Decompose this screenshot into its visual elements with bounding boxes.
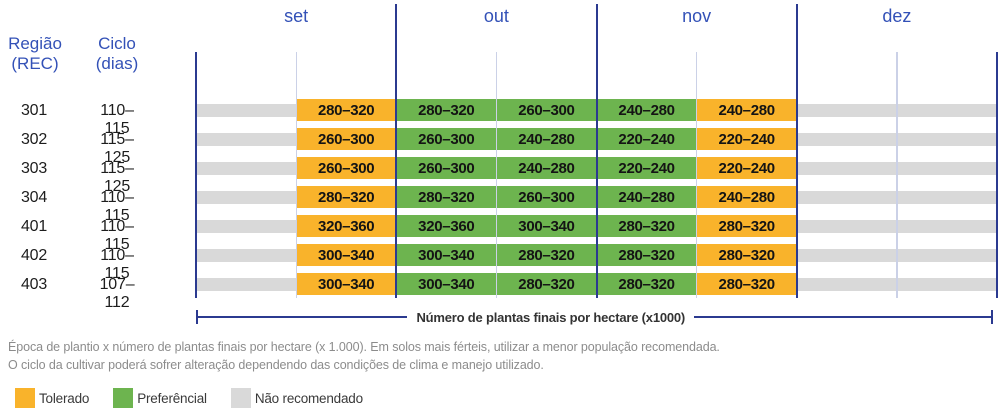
axis-label: Número de plantas finais por hectare (x1… bbox=[416, 309, 686, 325]
cell-303-out1-preferencial: 260–300 bbox=[396, 157, 497, 179]
rec-label-302: 302 bbox=[20, 131, 48, 148]
legend-swatch-tolerado bbox=[15, 388, 35, 408]
cell-301-out1-preferencial: 280–320 bbox=[396, 99, 497, 121]
rec-label-301: 301 bbox=[20, 102, 48, 119]
ciclo-label-302: 115–125 bbox=[100, 131, 134, 166]
cell-303-set2-tolerado: 260–300 bbox=[296, 157, 397, 179]
cell-402-set1-nao_recomendado bbox=[196, 248, 297, 262]
ciclo-label-402: 110–115 bbox=[100, 247, 134, 282]
footnote-line-2: O ciclo da cultivar poderá sofrer altera… bbox=[8, 358, 544, 372]
cell-403-nov1-preferencial: 280–320 bbox=[596, 273, 697, 295]
rec-label-403: 403 bbox=[20, 276, 48, 293]
ciclo-header-line1: Ciclo bbox=[98, 34, 136, 53]
grid-left-edge bbox=[195, 52, 197, 298]
cell-303-nov2-tolerado: 220–240 bbox=[696, 157, 797, 179]
cell-302-nov1-preferencial: 220–240 bbox=[596, 128, 697, 150]
legend-label-preferencial: Preferêncial bbox=[137, 390, 207, 406]
cell-304-nov2-tolerado: 240–280 bbox=[696, 186, 797, 208]
cell-402-out1-preferencial: 300–340 bbox=[396, 244, 497, 266]
cell-304-set2-tolerado: 280–320 bbox=[296, 186, 397, 208]
cell-302-set1-nao_recomendado bbox=[196, 132, 297, 146]
grid-month-boundary-out-nov bbox=[595, 4, 598, 298]
cell-401-out1-preferencial: 320–360 bbox=[396, 215, 497, 237]
cell-301-nov2-tolerado: 240–280 bbox=[696, 99, 797, 121]
cell-301-nov1-preferencial: 240–280 bbox=[596, 99, 697, 121]
cell-403-set2-tolerado: 300–340 bbox=[296, 273, 397, 295]
rec-label-402: 402 bbox=[20, 247, 48, 264]
grid-right-edge bbox=[996, 52, 998, 298]
legend-item-nao_recomendado: Não recomendado bbox=[230, 388, 363, 408]
cell-402-nov1-preferencial: 280–320 bbox=[596, 244, 697, 266]
cell-303-nov1-preferencial: 220–240 bbox=[596, 157, 697, 179]
grid-midmonth-line-5 bbox=[696, 52, 698, 298]
ciclo-label-401: 110–115 bbox=[100, 218, 134, 253]
regiao-header: Região (REC) bbox=[6, 34, 64, 74]
axis-left-tick bbox=[196, 310, 198, 324]
ciclo-label-303: 115–125 bbox=[100, 160, 134, 195]
cell-301-set2-tolerado: 280–320 bbox=[296, 99, 397, 121]
grid-midmonth-line-1 bbox=[295, 52, 297, 298]
month-label-nov: nov bbox=[682, 6, 712, 26]
regiao-header-line1: Região bbox=[8, 34, 62, 53]
legend-label-nao_recomendado: Não recomendado bbox=[254, 390, 363, 406]
legend-label-tolerado: Tolerado bbox=[39, 390, 90, 406]
legend-item-preferencial: Preferêncial bbox=[113, 388, 207, 408]
cell-401-out2-preferencial: 300–340 bbox=[496, 215, 597, 237]
ciclo-header: Ciclo (dias) bbox=[88, 34, 146, 74]
cell-301-out2-preferencial: 260–300 bbox=[496, 99, 597, 121]
cell-403-out1-preferencial: 300–340 bbox=[396, 273, 497, 295]
legend-swatch-nao_recomendado bbox=[230, 388, 251, 408]
rec-label-401: 401 bbox=[20, 218, 48, 235]
cell-301-set1-nao_recomendado bbox=[196, 103, 297, 117]
cell-402-out2-preferencial: 280–320 bbox=[496, 244, 597, 266]
rec-label-304: 304 bbox=[20, 189, 48, 206]
cell-401-nov1-preferencial: 280–320 bbox=[596, 215, 697, 237]
cell-401-set2-tolerado: 320–360 bbox=[296, 215, 397, 237]
axis-right-bar bbox=[694, 316, 991, 318]
cell-402-set2-tolerado: 300–340 bbox=[296, 244, 397, 266]
regiao-header-line2: (REC) bbox=[11, 54, 59, 73]
axis-left-bar bbox=[198, 316, 408, 318]
legend-swatch-preferencial bbox=[113, 388, 134, 408]
cell-403-nov2-tolerado: 280–320 bbox=[696, 273, 797, 295]
footnote-line-1: Época de plantio x número de plantas fin… bbox=[8, 340, 720, 354]
cell-401-nov2-tolerado: 280–320 bbox=[696, 215, 797, 237]
cell-303-out2-preferencial: 240–280 bbox=[496, 157, 597, 179]
grid-month-boundary-nov-dez bbox=[795, 4, 798, 298]
month-label-set: set bbox=[284, 6, 309, 26]
legend: Tolerado Preferêncial Não recomendado bbox=[15, 388, 363, 408]
cell-302-out1-preferencial: 260–300 bbox=[396, 128, 497, 150]
ciclo-label-304: 110–115 bbox=[100, 189, 134, 224]
grid-midmonth-line-7 bbox=[896, 52, 898, 298]
cell-304-set1-nao_recomendado bbox=[196, 190, 297, 204]
rec-label-303: 303 bbox=[20, 160, 48, 177]
cell-403-set1-nao_recomendado bbox=[196, 277, 297, 291]
axis-right-tick bbox=[991, 310, 993, 324]
footnotes: Época de plantio x número de plantas fin… bbox=[8, 338, 720, 374]
cell-401-set1-nao_recomendado bbox=[196, 219, 297, 233]
grid-month-boundary-set-out bbox=[395, 4, 398, 298]
ciclo-label-403: 107–112 bbox=[99, 276, 135, 311]
month-label-out: out bbox=[483, 6, 509, 26]
cell-304-nov1-preferencial: 240–280 bbox=[596, 186, 697, 208]
x-axis-bracket: Número de plantas finais por hectare (x1… bbox=[196, 309, 993, 325]
cell-304-out2-preferencial: 260–300 bbox=[496, 186, 597, 208]
cell-303-set1-nao_recomendado bbox=[196, 161, 297, 175]
grid-midmonth-line-3 bbox=[495, 52, 498, 298]
cell-302-set2-tolerado: 260–300 bbox=[296, 128, 397, 150]
cell-302-nov2-tolerado: 220–240 bbox=[696, 128, 797, 150]
ciclo-header-line2: (dias) bbox=[95, 54, 139, 73]
cell-403-out2-preferencial: 280–320 bbox=[496, 273, 597, 295]
cell-304-out1-preferencial: 280–320 bbox=[396, 186, 497, 208]
month-label-dez: dez bbox=[882, 6, 912, 26]
cell-402-nov2-tolerado: 280–320 bbox=[696, 244, 797, 266]
cell-302-out2-preferencial: 240–280 bbox=[496, 128, 597, 150]
legend-item-tolerado: Tolerado bbox=[15, 388, 89, 408]
ciclo-label-301: 110–115 bbox=[100, 102, 134, 137]
